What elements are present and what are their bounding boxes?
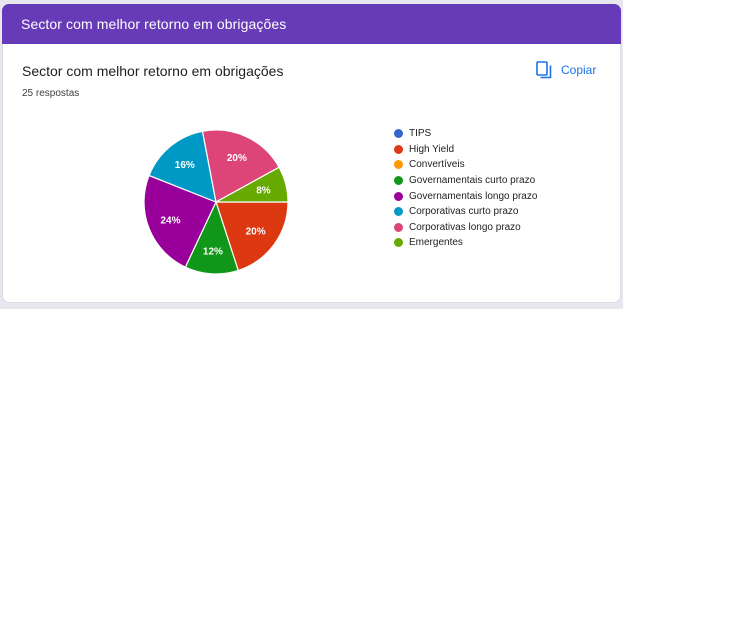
- pie-slice[interactable]: [148, 130, 217, 203]
- legend-swatch: [394, 191, 403, 201]
- legend-item: Governamentais curto prazo: [394, 173, 537, 189]
- legend-item: Emergentes: [394, 235, 537, 251]
- legend-label: Emergentes: [409, 237, 463, 249]
- question-title: Sector com melhor retorno em obrigações: [22, 63, 284, 79]
- results-panel: Sector com melhor retorno em obrigações …: [0, 0, 623, 309]
- legend-item: TIPS: [394, 126, 537, 142]
- legend-label: Corporativas longo prazo: [409, 221, 521, 233]
- legend-swatch: [394, 207, 403, 217]
- legend-label: Convertíveis: [409, 159, 465, 171]
- legend-swatch: [394, 222, 403, 232]
- legend-item: Convertíveis: [394, 157, 537, 173]
- slice-label: 16%: [175, 160, 195, 171]
- legend-label: Governamentais longo prazo: [409, 190, 538, 202]
- legend-item: Governamentais longo prazo: [394, 188, 537, 204]
- copy-icon: [536, 61, 552, 79]
- section-header: Sector com melhor retorno em obrigações: [2, 4, 621, 44]
- legend-label: Corporativas curto prazo: [409, 206, 519, 218]
- slice-label: 24%: [160, 216, 180, 227]
- pie-slice[interactable]: [215, 201, 289, 272]
- section-header-title: Sector com melhor retorno em obrigações: [21, 16, 287, 32]
- legend-item: Corporativas curto prazo: [394, 204, 537, 220]
- legend-swatch: [394, 129, 403, 139]
- legend-label: TIPS: [409, 128, 432, 140]
- pie-slice[interactable]: [143, 174, 217, 268]
- slice-label: 8%: [256, 185, 271, 196]
- legend-item: High Yield: [394, 142, 537, 158]
- legend-label: High Yield: [409, 143, 455, 155]
- response-count: 25 respostas: [22, 88, 80, 99]
- copy-button-label: Copiar: [561, 63, 597, 77]
- legend-label: Governamentais curto prazo: [409, 175, 536, 187]
- legend-swatch: [394, 160, 403, 170]
- slice-label: 12%: [203, 246, 223, 257]
- slice-label: 20%: [246, 226, 266, 237]
- pie-slice[interactable]: [201, 129, 280, 203]
- copy-button[interactable]: Copiar: [536, 59, 596, 81]
- pie-chart: 20% 12% 24% 16% 20% 8%: [143, 129, 289, 275]
- question-card: Sector com melhor retorno em obrigações …: [2, 44, 621, 303]
- legend-item: Corporativas longo prazo: [394, 220, 537, 236]
- pie-slice[interactable]: [215, 166, 289, 203]
- slice-label: 20%: [227, 153, 247, 164]
- legend-swatch: [394, 144, 403, 154]
- chart-legend: TIPS High Yield Convertíveis Governamentais…: [394, 126, 537, 251]
- legend-swatch: [394, 176, 403, 186]
- legend-swatch: [394, 238, 403, 248]
